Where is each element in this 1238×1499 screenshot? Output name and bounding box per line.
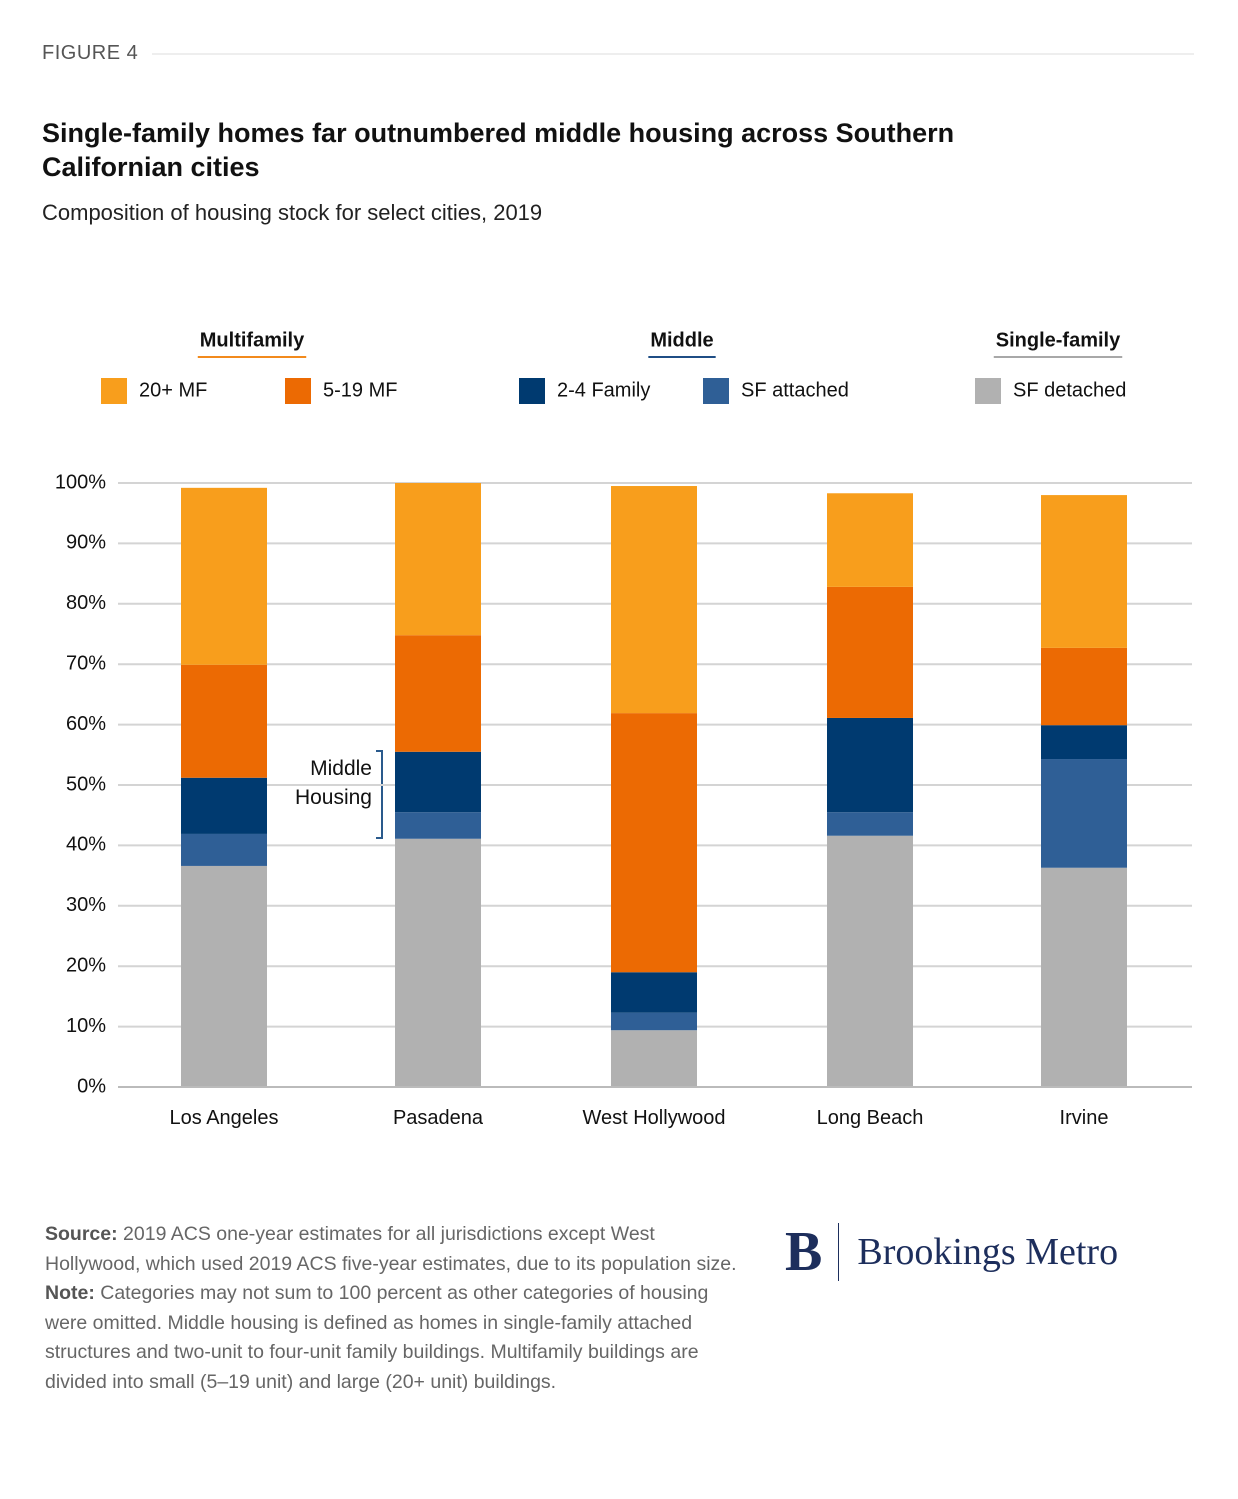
source: Source: 2019 ACS one-year estimates for … [45, 1220, 745, 1279]
annotation: Middle Housing [294, 757, 372, 809]
legend-swatch [703, 378, 729, 404]
bar-segment [395, 812, 481, 839]
bar-segment [395, 838, 481, 1087]
legend-label: SF detached [1013, 379, 1126, 401]
figure-label: FIGURE 4 [42, 42, 139, 64]
bar-segment [611, 713, 697, 973]
y-tick-label: 10% [66, 1015, 106, 1037]
x-tick-label: Long Beach [816, 1107, 924, 1129]
bar-segment [181, 487, 267, 665]
bar-segment [827, 493, 913, 587]
x-tick-label: West Hollywood [582, 1107, 726, 1129]
x-tick-label: Pasadena [392, 1107, 484, 1129]
y-tick-label: 70% [66, 652, 106, 674]
x-tick-label: Los Angeles [169, 1107, 279, 1129]
y-tick-label: 30% [66, 894, 106, 916]
note: Note: Categories may not sum to 100 perc… [45, 1279, 745, 1397]
y-tick-label: 60% [66, 713, 106, 735]
bar-segment [611, 1012, 697, 1031]
bar-segment [181, 865, 267, 1087]
legend-group-title: Multifamily [200, 329, 305, 351]
logo: B Brookings Metro [785, 1221, 1119, 1283]
legend-group-title: Middle [650, 329, 713, 351]
y-tick-label: 50% [66, 773, 106, 795]
bar-segment [181, 833, 267, 866]
source-label: Source: [45, 1223, 118, 1245]
bar-segment [611, 486, 697, 714]
bar-segment [395, 483, 481, 636]
bar-segment [827, 835, 913, 1087]
bar-segment [1041, 647, 1127, 726]
bar-segment [1041, 867, 1127, 1087]
bar-segment [395, 751, 481, 813]
footnotes: Source: 2019 ACS one-year estimates for … [45, 1220, 745, 1397]
bar-segment [395, 635, 481, 752]
y-tick-label: 20% [66, 954, 106, 976]
bar-segment [827, 586, 913, 718]
legend-label: 5-19 MF [323, 379, 397, 401]
chart-subtitle: Composition of housing stock for select … [42, 200, 543, 225]
legend-swatch [101, 378, 127, 404]
bar-segment [611, 972, 697, 1013]
x-tick-label: Irvine [1059, 1107, 1109, 1129]
legend-group-title: Single-family [996, 329, 1121, 351]
annotation-bracket [376, 750, 383, 839]
legend-label: 2-4 Family [557, 379, 650, 401]
bar-segment [1041, 725, 1127, 760]
y-tick-label: 80% [66, 592, 106, 614]
y-tick-label: 40% [66, 834, 106, 856]
chart-title: Single-family homes far outnumbered midd… [42, 118, 955, 182]
bar-segment [181, 664, 267, 778]
bar-segment [1041, 759, 1127, 868]
y-tick-label: 100% [55, 471, 106, 493]
legend-label: SF attached [741, 379, 849, 401]
bar-segment [827, 812, 913, 836]
logo-divider [838, 1223, 840, 1281]
legend-swatch [285, 378, 311, 404]
note-label: Note: [45, 1282, 95, 1304]
bar-segment [1041, 495, 1127, 648]
note-text: Categories may not sum to 100 percent as… [45, 1282, 709, 1393]
logo-mark: B [785, 1221, 823, 1283]
bar-segment [611, 1030, 697, 1087]
source-text: 2019 ACS one-year estimates for all juri… [45, 1223, 737, 1275]
logo-name: Brookings Metro [857, 1231, 1119, 1273]
legend-swatch [519, 378, 545, 404]
legend-swatch [975, 378, 1001, 404]
y-tick-label: 0% [77, 1075, 106, 1097]
legend-label: 20+ MF [139, 379, 207, 401]
y-tick-label: 90% [66, 532, 106, 554]
bar-segment [181, 777, 267, 834]
bar-segment [827, 717, 913, 813]
